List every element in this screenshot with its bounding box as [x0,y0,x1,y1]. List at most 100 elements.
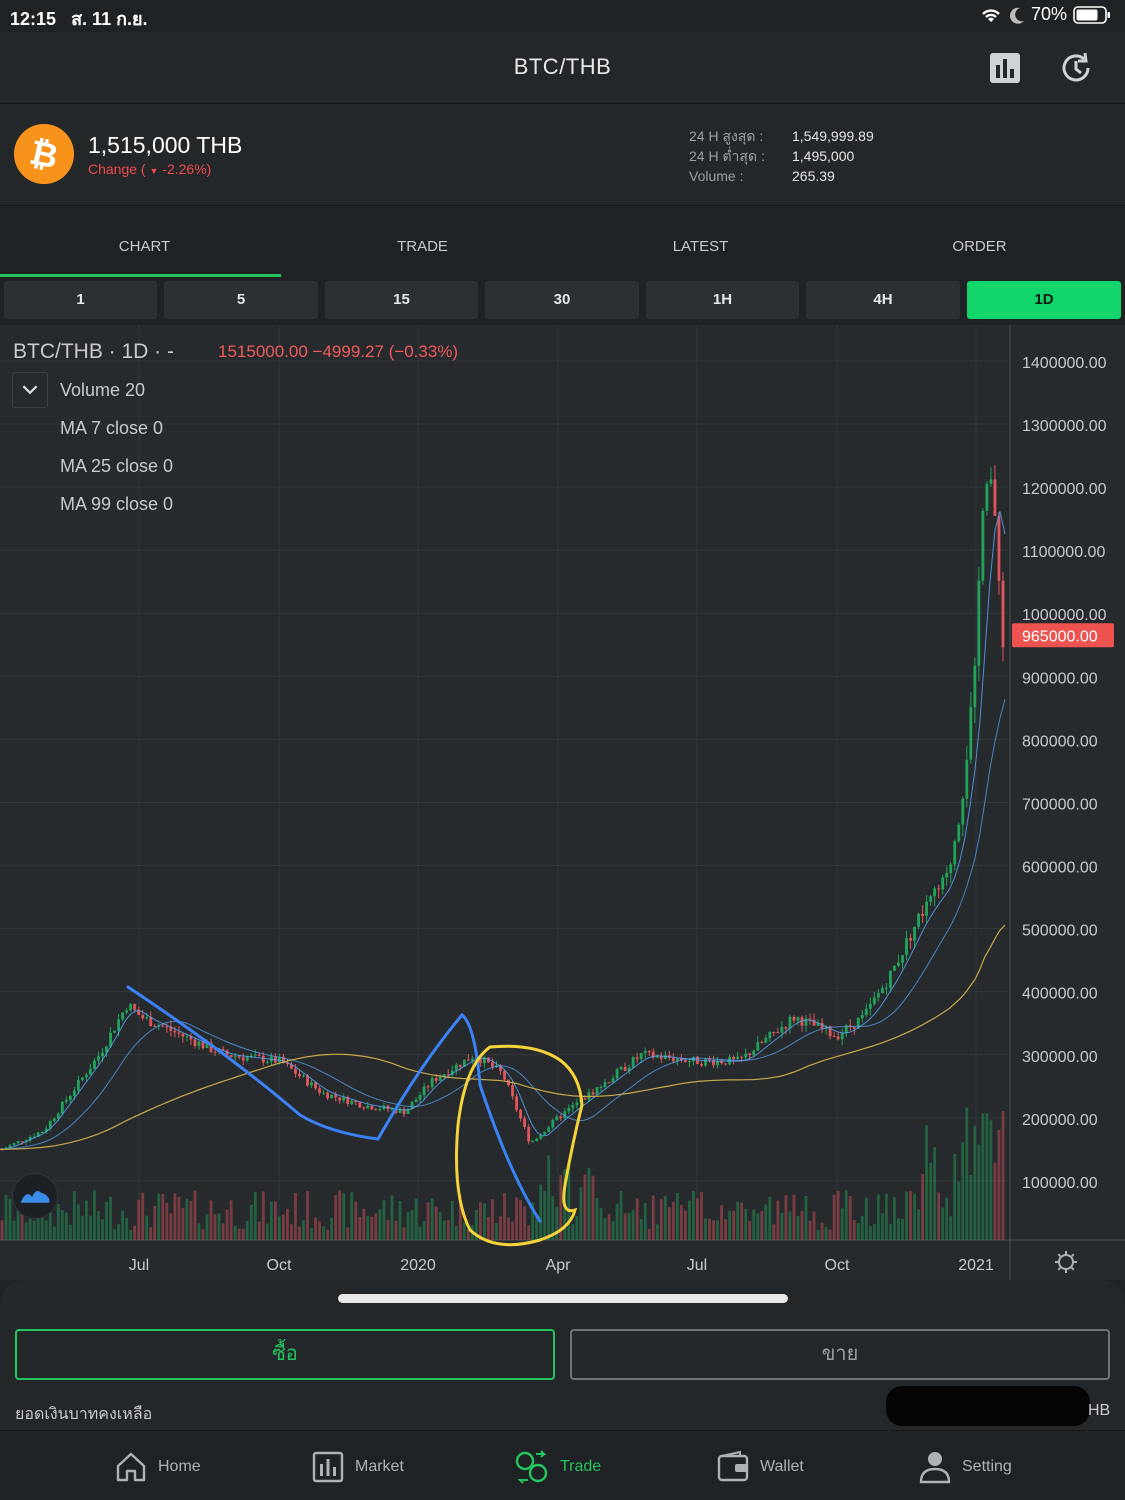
candle-body [595,1087,599,1095]
chart-settings-icon-tooth [1057,1253,1062,1258]
volume-bar [129,1229,133,1240]
volume-bar [897,1218,900,1240]
volume-bar [792,1194,796,1240]
buy-button[interactable]: ซื้อ [15,1329,555,1380]
high-value: 1,549,999.89 [792,128,874,144]
interval-selector: 1 5 15 30 1H 4H 1D [0,281,1125,321]
tradingview-logo-icon[interactable] [12,1173,58,1219]
sheet-grabber[interactable] [338,1294,788,1303]
candle-body [909,938,912,941]
volume-bar [454,1226,458,1240]
volume-bar [591,1175,595,1240]
volume-bar [89,1215,92,1240]
tab-trade[interactable]: TRADE [397,238,448,255]
indicator-ma25[interactable]: MA 25 close 0 [60,456,174,476]
volume-bar [342,1193,346,1240]
candle-body [611,1078,615,1083]
nav-trade[interactable]: Trade [514,1445,601,1489]
volume-bar [117,1224,120,1240]
interval-4h[interactable]: 4H [806,281,960,319]
candle-body [997,515,1001,581]
interval-1d[interactable]: 1D [967,281,1121,319]
volume-bar [44,1220,48,1240]
tab-order[interactable]: ORDER [952,238,1007,255]
volume-bar [973,1125,977,1240]
candle-body [800,1017,804,1026]
candle-body [551,1119,555,1128]
interval-1h[interactable]: 1H [646,281,799,319]
candle-body [354,1100,358,1103]
candle-body [478,1058,482,1064]
indicator-ma7[interactable]: MA 7 close 0 [60,418,164,438]
volume-bar [225,1209,229,1240]
volume-bar [704,1218,707,1240]
candle-body [925,901,929,916]
chart-quote: 1515000.00 −4999.27 (−0.33%) [218,342,459,361]
indicator-ma99[interactable]: MA 99 close 0 [60,494,174,514]
candle-body [442,1074,446,1077]
candle-body [643,1051,647,1054]
candle-body [370,1105,374,1110]
candle-body [430,1077,434,1088]
tab-chart[interactable]: CHART [118,238,171,255]
candlestick-chart[interactable]: 1400000.00 1300000.00 1200000.00 1100000.00… [0,325,1125,1280]
candle-body [209,1042,213,1052]
candle-body [635,1057,639,1059]
volume-bar [828,1229,832,1240]
volume-bar [607,1214,611,1240]
candle-body [615,1069,619,1079]
nav-wallet[interactable]: Wallet [716,1445,804,1489]
last-price: 1,515,000 THB [88,132,243,158]
status-bar: 12:15 ส. 11 ก.ย. 70% [0,0,1125,32]
volume-bar [768,1196,772,1240]
volume-bar [32,1220,36,1240]
nav-market[interactable]: Market [311,1445,404,1489]
candle-body [893,965,896,971]
volume-bar [764,1204,768,1240]
price-chart[interactable]: 1400000.00 1300000.00 1200000.00 1100000.00… [0,325,1125,1280]
indicator-volume[interactable]: Volume 20 [60,380,146,400]
candle-body [72,1090,76,1096]
volume-bar [48,1203,52,1240]
candle-body [322,1092,326,1094]
volume-bar [24,1222,28,1240]
tab-latest[interactable]: LATEST [672,238,729,255]
volume-bar [864,1197,868,1240]
candle-body [286,1063,289,1065]
chevron-down-icon[interactable] [12,372,48,408]
candle-body [720,1060,723,1064]
volume-bar [571,1224,575,1240]
volume-bar [780,1212,784,1240]
candle-body [905,938,908,956]
candle-body [277,1056,281,1063]
interval-1m[interactable]: 1 [4,281,157,319]
candle-body [161,1025,165,1027]
volume-bar [153,1205,157,1240]
sell-button[interactable]: ขาย [570,1329,1110,1380]
nav-setting[interactable]: Setting [918,1445,1012,1489]
volume-bar [68,1224,72,1240]
chart-settings-icon[interactable] [1058,1254,1074,1270]
candle-body [241,1057,245,1061]
candle-body [820,1023,824,1029]
candle-body [466,1059,470,1061]
candle-body [185,1036,189,1038]
candle-body [776,1032,780,1034]
candle-body [346,1096,350,1104]
refresh-history-icon[interactable] [1058,50,1094,86]
candle-body [864,1008,868,1016]
volume-bar [599,1207,603,1240]
interval-5m[interactable]: 5 [164,281,318,319]
interval-15m[interactable]: 15 [325,281,478,319]
volume-bar [177,1196,181,1240]
interval-30m[interactable]: 30 [485,281,639,319]
redacted-balance [886,1386,1090,1426]
candle-body [438,1076,442,1081]
candle-body [619,1066,623,1070]
volume-bar [953,1153,957,1240]
nav-home[interactable]: Home [114,1445,201,1489]
volume-bar [619,1191,623,1240]
volume-bar [507,1217,510,1240]
chart-bars-icon[interactable] [987,50,1023,86]
candle-body [491,1062,494,1067]
